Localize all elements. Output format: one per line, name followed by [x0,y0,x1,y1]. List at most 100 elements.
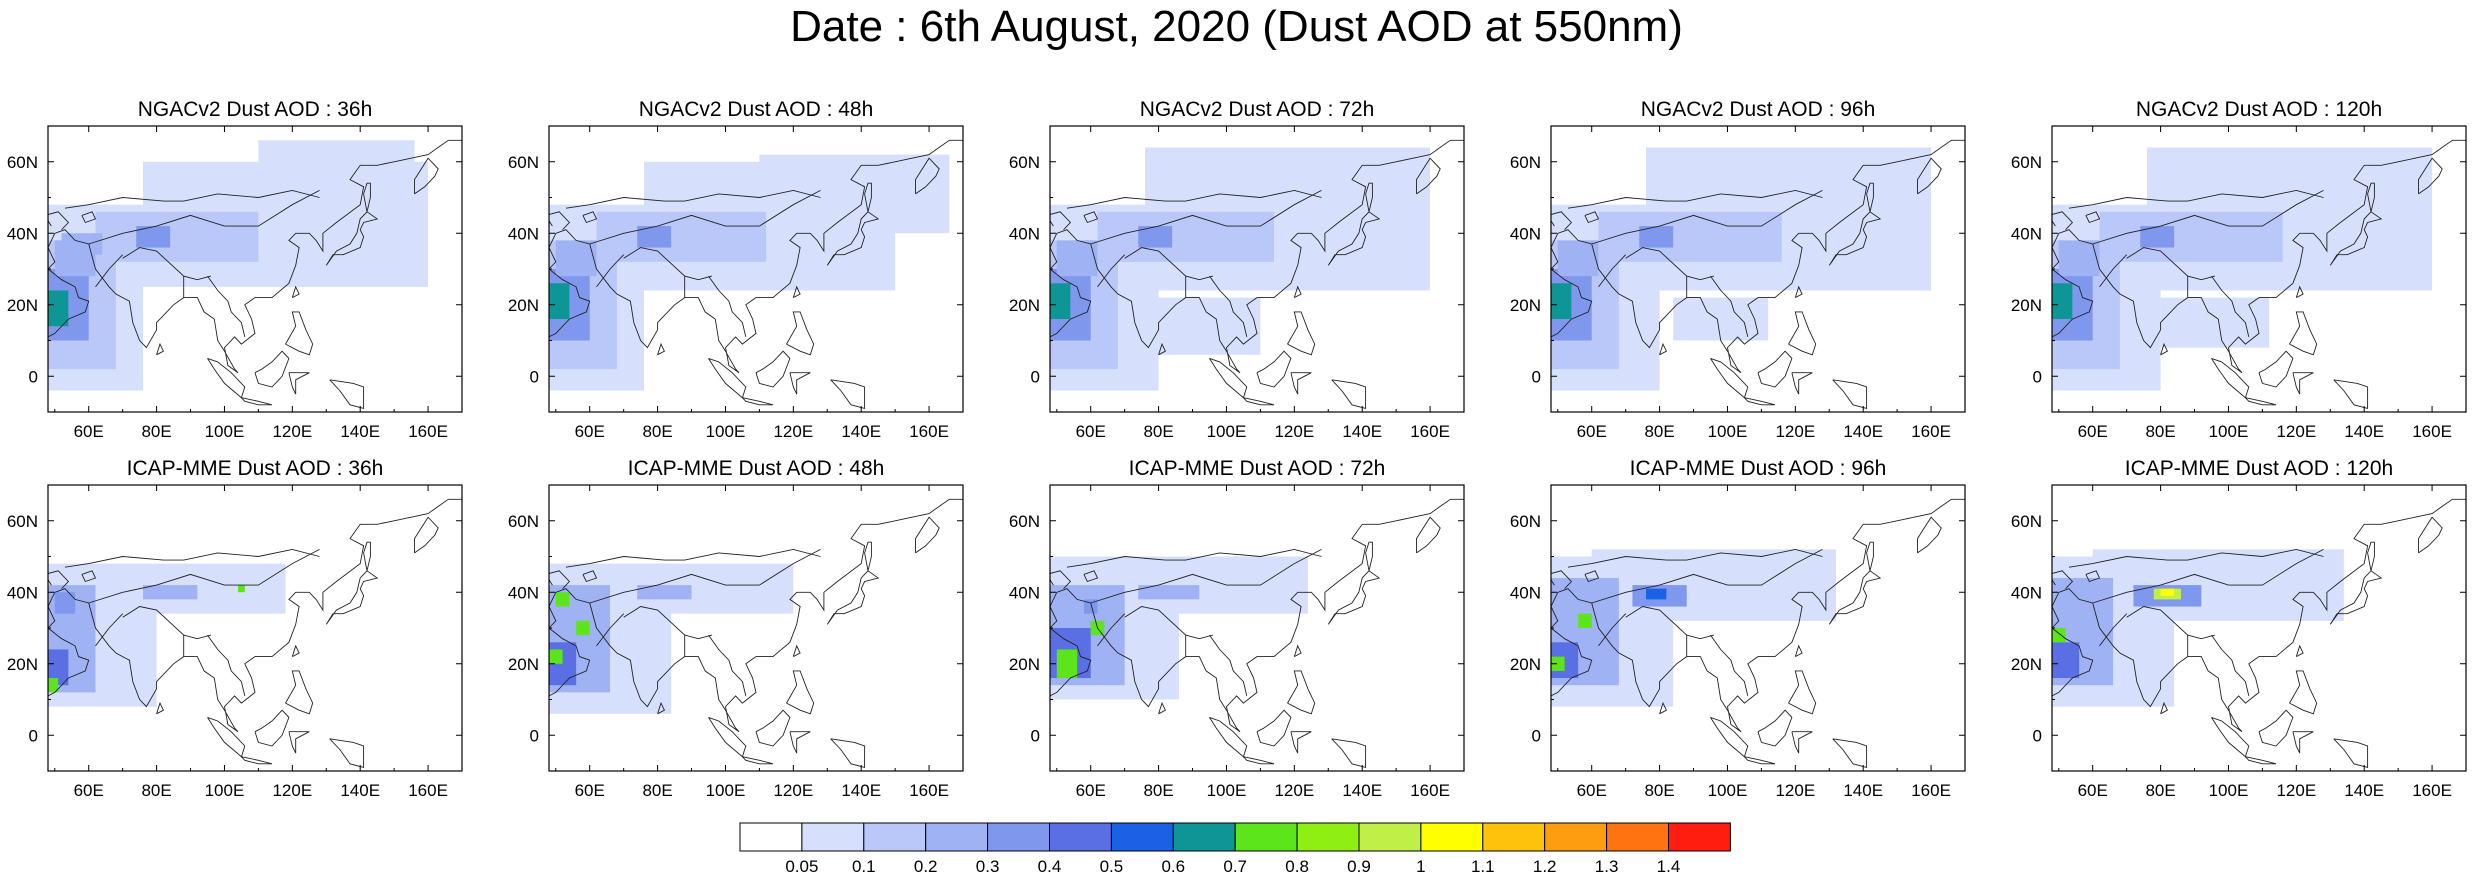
lat-tick-label: 20N [7,655,38,674]
coastline [414,516,439,554]
colorbar-label: 0.8 [1285,857,1309,874]
lon-tick-label: 80E [1644,422,1674,441]
dust-cell [1578,613,1592,628]
coastline [1710,357,1749,399]
coastlines [48,498,462,768]
coastline [623,247,713,281]
colorbar-swatch [925,822,989,852]
lon-tick-label: 80E [1644,781,1674,800]
coastline [2289,311,2318,356]
coastline [2292,372,2314,395]
coastline [1625,247,1715,281]
colorbar-swatch [1482,822,1546,852]
coastline [2211,716,2250,758]
coastline [657,701,665,715]
dust-cell [1056,649,1078,679]
colorbar-swatch [1049,822,1112,852]
lon-tick-label: 60E [575,781,605,800]
coastline [755,709,791,747]
coastline [826,570,880,625]
dust-cell [48,678,59,693]
coastline [48,570,70,590]
coastline [2092,190,2324,245]
coastline [1097,254,1126,288]
map-panel-icap-96h: ICAP-MME Dust AOD : 96h 60E 80E 100E 120E 140… [1510,457,1966,800]
lat-tick-label: 0 [1532,726,1541,745]
dust-cell [54,592,76,614]
coastline [1090,549,1322,604]
lat-tick-label: 40N [7,224,38,243]
coastline [1584,211,1600,224]
coastline [792,285,801,298]
colorbar-swatch [987,822,1050,852]
colorbar-swatch [1606,822,1669,852]
lon-tick-label: 160E [1911,781,1951,800]
coastline [1591,549,1823,604]
colorbar-swatch [1172,822,1236,852]
lon-tick-label: 100E [1708,781,1748,800]
coastline [1917,516,1942,554]
lat-tick-label: 0 [1532,367,1541,386]
dust-cell [1639,226,1674,248]
coastline [2289,670,2318,715]
coastline [2099,254,2128,288]
coastline [1290,372,1312,395]
lon-tick-label: 160E [2412,422,2452,441]
lon-tick-label: 120E [773,422,813,441]
coastline [1710,275,1749,338]
lon-tick-label: 160E [909,422,949,441]
coastline [1256,709,1292,747]
dust-aod-field [48,140,429,391]
coastline [1551,498,1965,733]
coastline [1066,189,1322,209]
dust-cell [1056,240,1098,277]
coastline [291,285,300,298]
lat-tick-label: 0 [1031,726,1040,745]
coastline [48,268,90,338]
coastline [1584,570,1600,583]
coastline [156,342,164,356]
coastline [2052,498,2466,733]
coastline [2052,211,2074,231]
coastline [1794,285,1803,298]
lon-tick-label: 60E [1076,781,1106,800]
colorbar-swatch [1296,822,1360,852]
lon-tick-label: 100E [706,781,746,800]
lon-tick-label: 80E [642,422,672,441]
colorbar-label: 1 [1416,857,1425,874]
coastlines [549,139,963,409]
coastline [596,254,625,288]
coastline [915,157,940,195]
coastline [1551,627,1593,697]
coastline [241,756,273,765]
dust-aod-field [2052,549,2344,707]
dust-cell [143,585,198,600]
coastline [329,738,365,768]
dust-cell [1104,556,1308,614]
dust-cell [2140,226,2175,248]
lon-tick-label: 100E [1708,422,1748,441]
lon-tick-label: 140E [340,422,380,441]
lon-tick-label: 140E [2344,422,2384,441]
coastline [1209,634,1248,697]
lon-tick-label: 120E [2276,422,2316,441]
dust-cell [555,240,597,277]
coastline [1832,379,1868,409]
coastline [414,157,439,195]
coastline [1293,285,1302,298]
coastline [1124,606,1214,640]
coastlines [1551,139,1965,409]
coastline [1598,613,1627,647]
coastlines [2052,139,2466,409]
lat-tick-label: 20N [508,296,539,315]
coastline [1551,211,1573,231]
colorbar-swatch [1110,822,1174,852]
coastline [1331,379,1367,409]
coastline [915,516,940,554]
coastline [325,570,379,625]
coastlines [2052,498,2466,768]
coastline [2211,357,2250,399]
dust-cell [637,585,692,600]
coastline [2099,613,2128,647]
lat-tick-label: 60N [1009,153,1040,172]
